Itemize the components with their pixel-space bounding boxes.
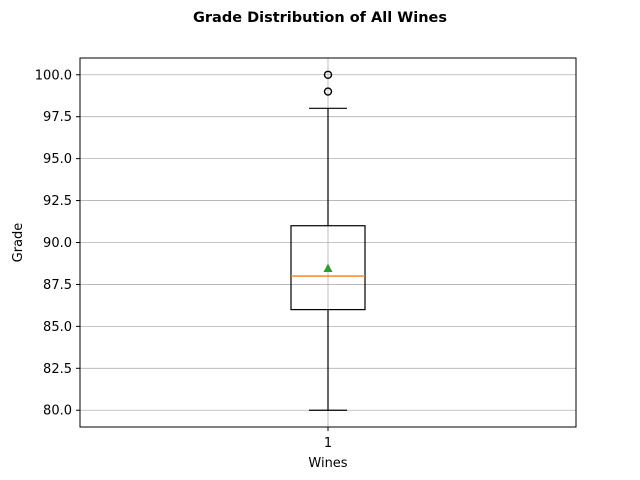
plot-frame <box>79 57 577 428</box>
mean-marker <box>323 263 333 272</box>
y-axis-label: Grade <box>11 223 26 263</box>
y-tick-label: 80.0 <box>43 404 72 419</box>
y-tick-label: 82.5 <box>43 362 72 377</box>
box-series <box>290 70 366 411</box>
y-tick-label: 85.0 <box>43 320 72 335</box>
y-tick-label: 97.5 <box>43 110 72 125</box>
iqr-box <box>290 225 366 311</box>
y-tick-label: 95.0 <box>43 152 72 167</box>
outlier-point <box>323 70 333 79</box>
y-tick-label: 100.0 <box>35 68 72 83</box>
x-tick-label: 1 <box>324 436 332 451</box>
y-tick-label: 87.5 <box>43 278 72 293</box>
chart-title: Grade Distribution of All Wines <box>193 10 447 26</box>
y-tick-label: 92.5 <box>43 194 72 209</box>
y-axis: 80.0 82.5 85.0 87.5 90.0 92.5 95.0 97.5 100.0 <box>35 68 80 419</box>
outlier-point <box>323 87 333 96</box>
y-tick-label: 90.0 <box>43 236 72 251</box>
x-axis-label: Wines <box>308 456 347 471</box>
x-axis: 1 <box>324 427 332 451</box>
